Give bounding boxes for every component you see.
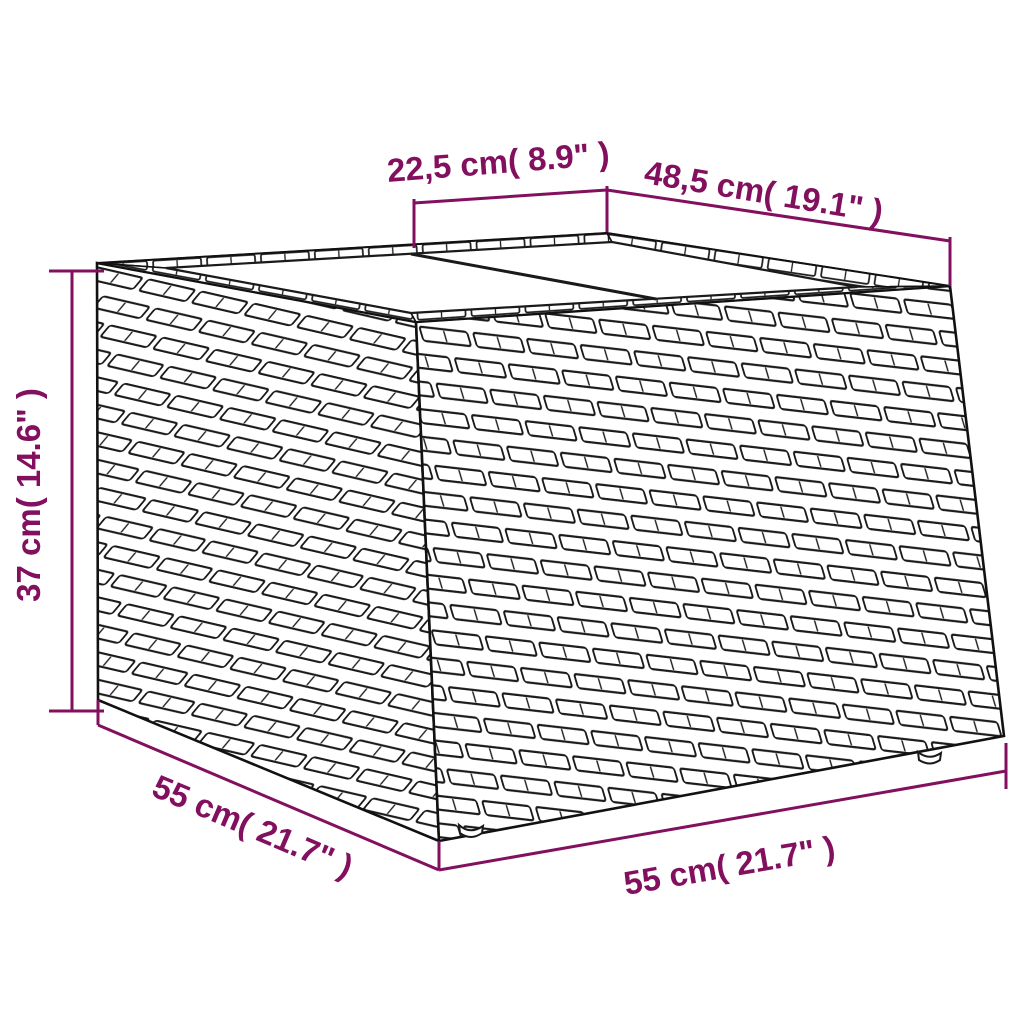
svg-text:37 cm( 14.6" ): 37 cm( 14.6" ) bbox=[10, 388, 47, 602]
